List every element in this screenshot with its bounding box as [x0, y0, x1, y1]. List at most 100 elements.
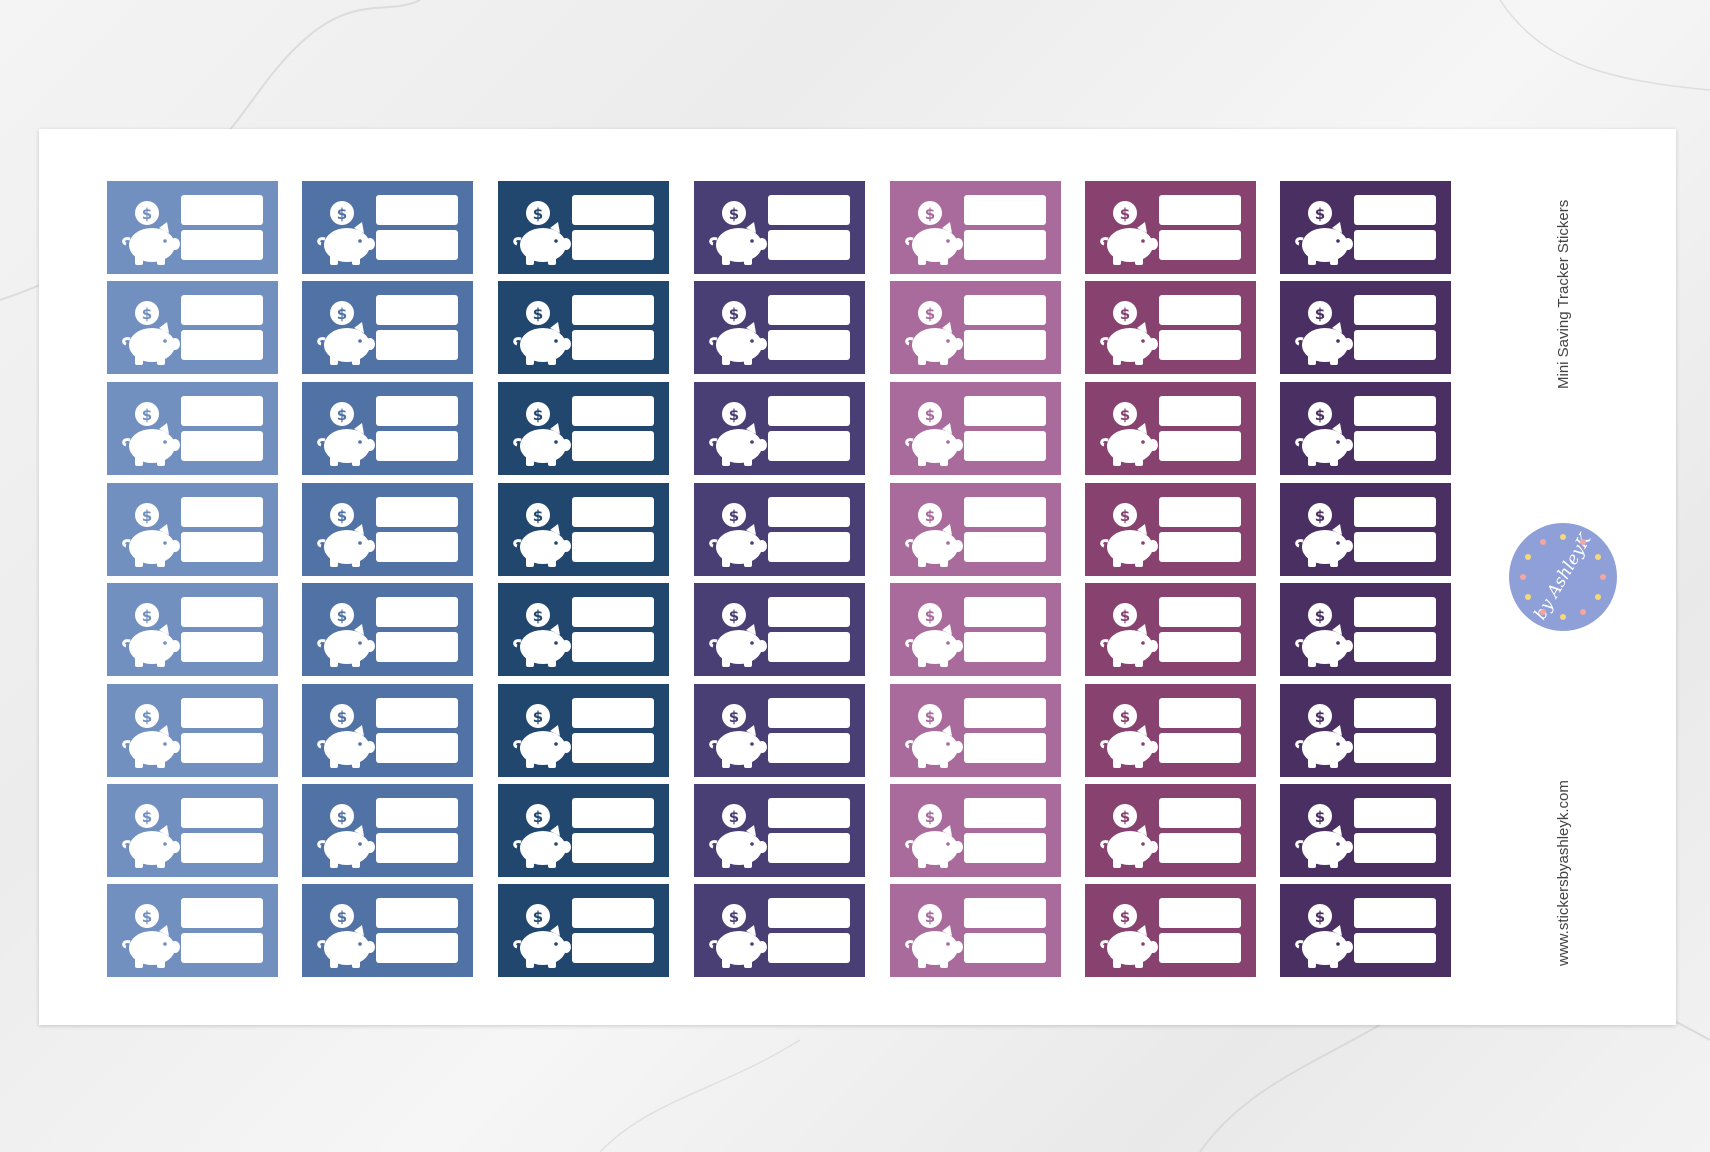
svg-text:$: $: [729, 808, 739, 826]
svg-text:$: $: [729, 205, 739, 223]
amount-field: [1159, 295, 1241, 325]
piggy-bank-icon: $: [1295, 501, 1353, 567]
svg-text:$: $: [1315, 808, 1325, 826]
saving-tracker-sticker: $: [694, 382, 865, 475]
saving-tracker-sticker: $: [498, 884, 669, 977]
piggy-bank-icon: $: [513, 400, 571, 466]
amount-field: [768, 632, 850, 662]
saving-tracker-sticker: $: [890, 684, 1061, 777]
amount-field: [964, 330, 1046, 360]
svg-text:$: $: [925, 205, 935, 223]
piggy-bank-icon: $: [1100, 400, 1158, 466]
piggy-bank-icon: $: [122, 702, 180, 768]
saving-tracker-sticker: $: [694, 784, 865, 877]
amount-field: [964, 396, 1046, 426]
svg-text:$: $: [337, 205, 347, 223]
svg-text:$: $: [925, 708, 935, 726]
amount-field: [768, 833, 850, 863]
amount-field: [1159, 497, 1241, 527]
svg-text:$: $: [142, 908, 152, 926]
svg-text:$: $: [142, 708, 152, 726]
piggy-bank-icon: $: [317, 400, 375, 466]
svg-text:$: $: [925, 908, 935, 926]
heart-dot: [1540, 539, 1546, 546]
piggy-bank-icon: $: [122, 802, 180, 868]
amount-field: [768, 230, 850, 260]
piggy-bank-icon: $: [905, 702, 963, 768]
amount-field: [1354, 597, 1436, 627]
svg-text:$: $: [1315, 507, 1325, 525]
svg-text:$: $: [533, 507, 543, 525]
piggy-bank-icon: $: [1100, 299, 1158, 365]
amount-field: [768, 195, 850, 225]
piggy-bank-icon: $: [709, 501, 767, 567]
saving-tracker-sticker: $: [498, 483, 669, 576]
svg-text:$: $: [925, 808, 935, 826]
piggy-bank-icon: $: [1100, 601, 1158, 667]
amount-field: [964, 833, 1046, 863]
amount-field: [964, 597, 1046, 627]
piggy-bank-icon: $: [513, 299, 571, 365]
saving-tracker-sticker: $: [302, 884, 473, 977]
svg-text:$: $: [337, 808, 347, 826]
piggy-bank-icon: $: [122, 199, 180, 265]
amount-field: [1159, 798, 1241, 828]
svg-text:$: $: [1315, 205, 1325, 223]
amount-field: [1159, 933, 1241, 963]
saving-tracker-sticker: $: [498, 281, 669, 374]
amount-field: [1354, 396, 1436, 426]
amount-field: [1354, 431, 1436, 461]
amount-field: [572, 798, 654, 828]
heart-dot: [1520, 574, 1526, 580]
amount-field: [181, 698, 263, 728]
amount-field: [181, 798, 263, 828]
amount-field: [376, 295, 458, 325]
piggy-bank-icon: $: [1100, 902, 1158, 968]
amount-field: [572, 195, 654, 225]
piggy-bank-icon: $: [317, 902, 375, 968]
saving-tracker-sticker: $: [498, 382, 669, 475]
saving-tracker-sticker: $: [107, 483, 278, 576]
amount-field: [964, 497, 1046, 527]
piggy-bank-icon: $: [1295, 400, 1353, 466]
amount-field: [1354, 532, 1436, 562]
amount-field: [572, 230, 654, 260]
piggy-bank-icon: $: [513, 802, 571, 868]
amount-field: [1354, 798, 1436, 828]
svg-text:$: $: [142, 305, 152, 323]
saving-tracker-sticker: $: [498, 583, 669, 676]
saving-tracker-sticker: $: [1280, 382, 1451, 475]
saving-tracker-sticker: $: [302, 583, 473, 676]
amount-field: [181, 597, 263, 627]
piggy-bank-icon: $: [317, 601, 375, 667]
amount-field: [181, 295, 263, 325]
piggy-bank-icon: $: [122, 400, 180, 466]
svg-text:$: $: [533, 205, 543, 223]
svg-text:$: $: [1120, 808, 1130, 826]
amount-field: [376, 798, 458, 828]
piggy-bank-icon: $: [905, 400, 963, 466]
amount-field: [572, 431, 654, 461]
piggy-bank-icon: $: [317, 802, 375, 868]
saving-tracker-sticker: $: [1085, 181, 1256, 274]
amount-field: [768, 330, 850, 360]
amount-field: [181, 898, 263, 928]
svg-text:$: $: [1120, 708, 1130, 726]
saving-tracker-sticker: $: [1280, 884, 1451, 977]
saving-tracker-sticker: $: [302, 784, 473, 877]
piggy-bank-icon: $: [513, 601, 571, 667]
svg-text:$: $: [729, 607, 739, 625]
heart-dot: [1525, 554, 1532, 560]
amount-field: [572, 933, 654, 963]
piggy-bank-icon: $: [709, 902, 767, 968]
amount-field: [1159, 733, 1241, 763]
amount-field: [181, 195, 263, 225]
amount-field: [964, 295, 1046, 325]
amount-field: [572, 532, 654, 562]
amount-field: [181, 632, 263, 662]
saving-tracker-sticker: $: [1085, 784, 1256, 877]
piggy-bank-icon: $: [317, 501, 375, 567]
svg-text:$: $: [729, 406, 739, 424]
svg-text:$: $: [1120, 305, 1130, 323]
amount-field: [181, 532, 263, 562]
